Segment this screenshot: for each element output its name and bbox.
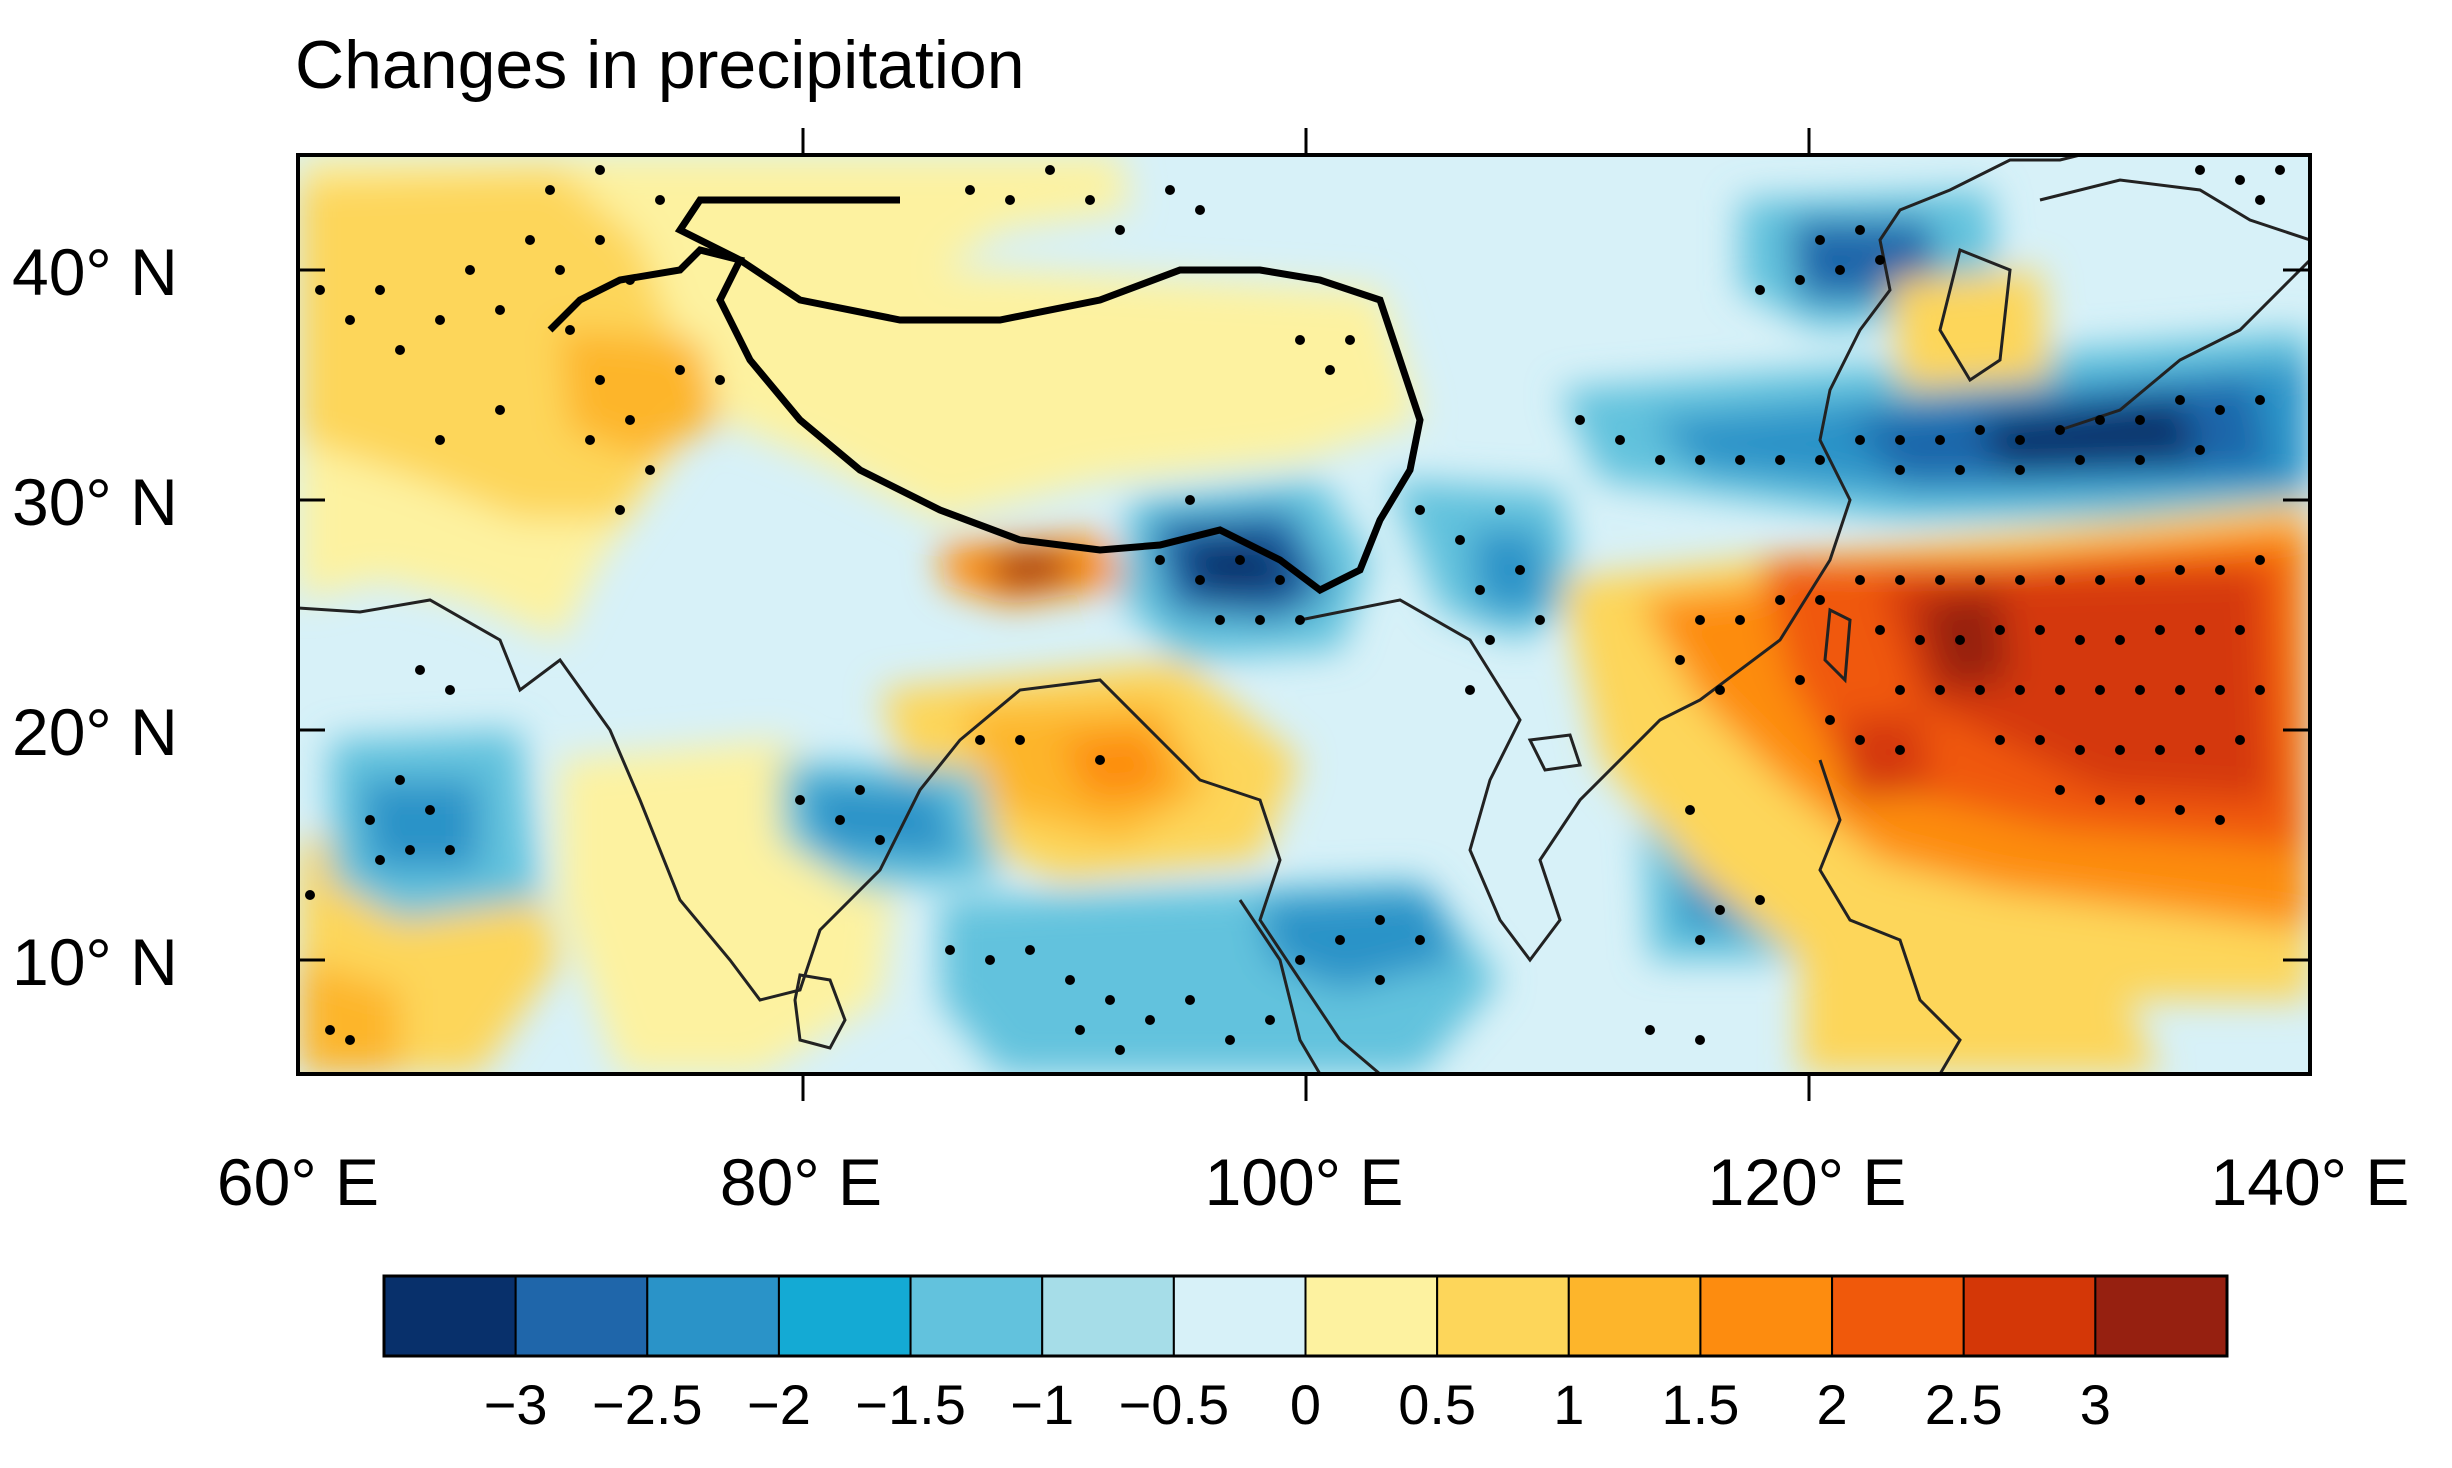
map-frame: [296, 153, 2312, 1076]
lat-label-20n: 20° N: [12, 695, 178, 769]
lon-label-120e: 120° E: [1708, 1145, 1907, 1219]
colorbar-swatch: [1172, 1275, 1307, 1357]
map-panel: [298, 155, 2310, 1074]
coastline-sri-lanka: [793, 973, 847, 1050]
colorbar-tick-label: −2.5: [592, 1373, 703, 1436]
colorbar-swatch: [777, 1275, 912, 1357]
coastline-northeast-asia: [2039, 178, 2310, 242]
anomaly-region-yangtze-japan-peak: [1980, 400, 2200, 470]
coastline-korea: [1938, 247, 2012, 383]
anomaly-region-plateau-wet: [700, 270, 1420, 520]
axis-ticks: [298, 128, 2310, 1101]
colorbar-swatch: [1041, 1275, 1175, 1357]
colorbar-swatch: [1962, 1275, 2097, 1357]
lat-label-30n: 30° N: [12, 465, 178, 539]
colorbar-swatch: [1699, 1275, 1834, 1357]
colorbar-tick-label: −1: [1010, 1373, 1074, 1436]
colorbar-tick-label: 0: [1290, 1373, 1321, 1436]
anomaly-field: [298, 155, 2310, 1074]
colorbar-tick-label: 3: [2080, 1373, 2111, 1436]
colorbar-swatch: [1567, 1275, 1702, 1357]
colorbar-swatch: [1304, 1275, 1439, 1357]
colorbar-swatch: [514, 1275, 649, 1357]
latitude-labels: 40° N 30° N 20° N 10° N: [12, 235, 178, 999]
anomaly-region-indochina-core: [1260, 890, 1460, 990]
coastline-japan: [2059, 258, 2310, 432]
colorbar-swatch: [2094, 1275, 2229, 1357]
colorbar-swatch: [646, 1275, 780, 1357]
colorbar-swatch: [383, 1275, 517, 1357]
colorbar-tick-label: 2.5: [1925, 1373, 2003, 1436]
colorbar-tick-label: 1.5: [1661, 1373, 1739, 1436]
lon-label-60e: 60° E: [217, 1145, 379, 1219]
colorbar-tick-label: 2: [1816, 1373, 1847, 1436]
coastline-philippines: [1818, 759, 1962, 1074]
coastlines-and-borders: [298, 155, 2310, 1074]
anomaly-region-bengal-peak: [1060, 730, 1170, 800]
colorbar-frame: [382, 1274, 2229, 1358]
lat-label-40n: 40° N: [12, 235, 178, 309]
lon-label-140e: 140° E: [2211, 1145, 2410, 1219]
colorbar: −3 −2.5 −2 −1.5 −1 −0.5 0 0.5 1 1.5 2 2.5 3: [382, 1274, 2229, 1436]
coastline-indochina: [1238, 899, 1322, 1074]
tibetan-plateau-outline: [547, 196, 1424, 595]
map-title: Changes in precipitation: [295, 27, 1025, 103]
colorbar-tick-label: −1.5: [855, 1373, 966, 1436]
coastline-arabian-sea: [298, 598, 1381, 1074]
lon-label-80e: 80° E: [720, 1145, 882, 1219]
lon-label-100e: 100° E: [1205, 1145, 1404, 1219]
colorbar-tick-label: 0.5: [1398, 1373, 1476, 1436]
anomaly-region-bay-of-bengal-core: [800, 780, 960, 860]
anomaly-region-karakoram-wet: [560, 330, 720, 460]
colorbar-tick-label: −3: [484, 1373, 548, 1436]
anomaly-region-himalaya-peak: [990, 550, 1075, 590]
colorbar-swatch: [1436, 1275, 1570, 1357]
significance-stippling: [305, 165, 2285, 1055]
colorbar-swatch: [909, 1275, 1044, 1357]
anomaly-region-sichuan-core: [1470, 530, 1550, 610]
anomaly-region-southwest-core: [298, 960, 400, 1074]
colorbar-tick-label: −0.5: [1119, 1373, 1230, 1436]
coastline-south-china: [1299, 155, 2081, 963]
anomaly-region-korea-wet: [1890, 270, 2050, 390]
colorbar-tick-label: −2: [747, 1373, 811, 1436]
anomaly-region-philippines-wet: [1800, 940, 2160, 1074]
colorbar-swatch: [1831, 1275, 1965, 1357]
colorbar-tick-label: 1: [1553, 1373, 1584, 1436]
longitude-labels: 60° E 80° E 100° E 120° E 140° E: [217, 1145, 2410, 1219]
coastline-taiwan: [1823, 607, 1852, 684]
lat-label-10n: 10° N: [12, 925, 178, 999]
anomaly-region-luzon-strait-peak: [1840, 715, 1930, 800]
coastline-hainan: [1527, 733, 1582, 772]
